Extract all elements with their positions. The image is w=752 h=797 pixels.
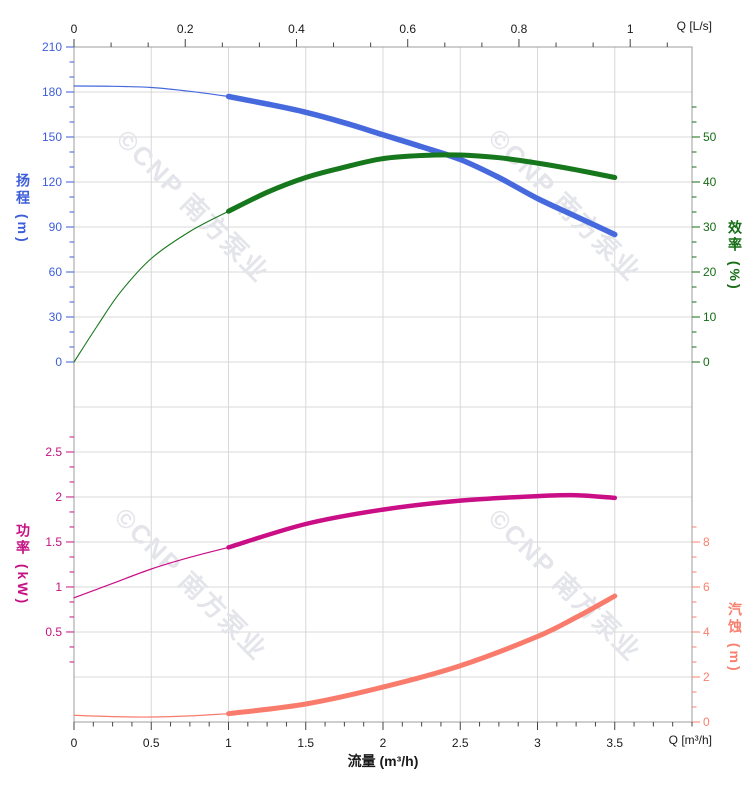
tick-label: 0.6 bbox=[399, 22, 416, 36]
tick-label: 0 bbox=[71, 22, 78, 36]
tick-label: 0.2 bbox=[177, 22, 194, 36]
watermark: ©CNP 南方泵业 bbox=[111, 124, 276, 289]
npsh-axis-title: 汽蚀 (m) bbox=[727, 602, 743, 674]
tick-label: 120 bbox=[42, 175, 62, 189]
power-axis-title: 功率 (kW) bbox=[15, 523, 31, 607]
watermark: ©CNP 南方泵业 bbox=[109, 502, 274, 667]
head-curve bbox=[73, 85, 618, 238]
tick-label: 1 bbox=[627, 22, 634, 36]
tick-label: 20 bbox=[703, 265, 717, 279]
tick-label: 0 bbox=[71, 736, 78, 750]
tick-label: 8 bbox=[703, 535, 710, 549]
flow-axis-title: 流量 (m³/h) bbox=[347, 753, 419, 769]
tick-label: 3 bbox=[534, 736, 541, 750]
tick-label: 1 bbox=[225, 736, 232, 750]
head-curve-thick bbox=[225, 93, 618, 238]
tick-label: 0.5 bbox=[143, 736, 160, 750]
watermark: ©CNP 南方泵业 bbox=[483, 503, 648, 668]
tick-label: 1.5 bbox=[297, 736, 314, 750]
npsh-curve-thick bbox=[226, 593, 618, 717]
watermark: ©CNP 南方泵业 bbox=[483, 123, 648, 288]
tick-label: 40 bbox=[703, 175, 717, 189]
efficiency-axis-title: 效率 (%) bbox=[727, 220, 743, 292]
top-axis-unit-label: Q [L/s] bbox=[676, 19, 712, 33]
tick-label: 180 bbox=[42, 85, 62, 99]
tick-label: 2 bbox=[380, 736, 387, 750]
power-axis: 0.5 1 1.5 2 2.5 bbox=[45, 436, 74, 663]
npsh-curve-thin bbox=[73, 713, 230, 718]
tick-label: 4 bbox=[703, 625, 710, 639]
efficiency-curve-thick bbox=[226, 152, 618, 214]
tick-label: 0 bbox=[703, 715, 710, 729]
bottom-axis: 0 0.5 1 1.5 2 2.5 3 3.5 bbox=[71, 722, 693, 750]
tick-label: 30 bbox=[703, 220, 717, 234]
tick-label: 2 bbox=[703, 670, 710, 684]
tick-label: 3.5 bbox=[606, 736, 623, 750]
power-curve bbox=[73, 492, 618, 599]
bottom-axis-unit-label: Q [m³/h] bbox=[668, 733, 712, 747]
tick-label: 2.5 bbox=[45, 445, 62, 459]
gridlines bbox=[74, 47, 692, 722]
tick-label: 60 bbox=[49, 265, 63, 279]
head-axis-title: 扬程 (m) bbox=[15, 173, 31, 245]
head-axis: 0 30 60 90 120 150 180 210 bbox=[42, 40, 74, 369]
efficiency-curve bbox=[73, 152, 618, 363]
tick-label: 0 bbox=[55, 355, 62, 369]
efficiency-axis: 0 10 20 30 40 50 bbox=[692, 106, 717, 369]
npsh-curve bbox=[73, 593, 618, 718]
tick-label: 1 bbox=[55, 580, 62, 594]
tick-label: 0 bbox=[703, 355, 710, 369]
tick-label: 0.8 bbox=[511, 22, 528, 36]
tick-label: 210 bbox=[42, 40, 62, 54]
tick-label: 6 bbox=[703, 580, 710, 594]
tick-label: 1.5 bbox=[45, 535, 62, 549]
power-curve-thin bbox=[73, 546, 230, 599]
tick-label: 2 bbox=[55, 490, 62, 504]
power-curve-thick bbox=[226, 492, 618, 550]
watermarks: ©CNP 南方泵业 ©CNP 南方泵业 ©CNP 南方泵业 ©CNP 南方泵业 bbox=[109, 123, 648, 668]
efficiency-curve-thin bbox=[73, 210, 230, 363]
tick-label: 0.4 bbox=[288, 22, 305, 36]
top-axis: 0 0.2 0.4 0.6 0.8 1 bbox=[71, 22, 668, 47]
tick-label: 0.5 bbox=[45, 625, 62, 639]
tick-label: 10 bbox=[703, 310, 717, 324]
tick-label: 2.5 bbox=[452, 736, 469, 750]
tick-label: 50 bbox=[703, 130, 717, 144]
tick-label: 90 bbox=[49, 220, 63, 234]
tick-label: 30 bbox=[49, 310, 63, 324]
npsh-axis: 0 2 4 6 8 bbox=[692, 526, 710, 729]
tick-label: 150 bbox=[42, 130, 62, 144]
head-curve-thin bbox=[73, 85, 230, 98]
